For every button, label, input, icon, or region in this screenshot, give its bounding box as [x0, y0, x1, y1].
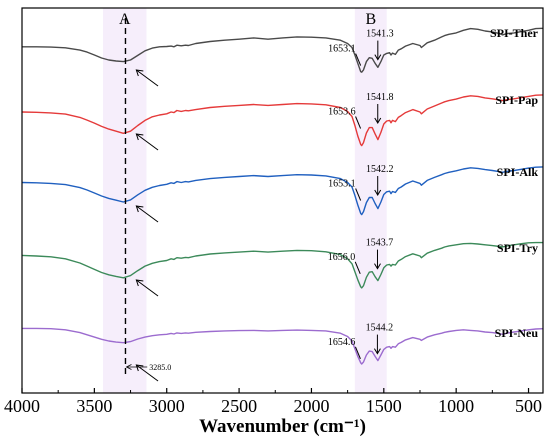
- x-tick-label-3000: 3000: [149, 396, 185, 416]
- peak-label-amide-i: 1656.0: [328, 252, 356, 263]
- annot-arrowhead-3285: [125, 364, 132, 370]
- peak-arrow-amide-i: [354, 261, 361, 274]
- x-tick-label-500: 500: [515, 396, 542, 416]
- band-label-B: B: [365, 11, 376, 28]
- x-tick-label-1000: 1000: [438, 396, 474, 416]
- series-label-spi-alk: SPI-Alk: [497, 165, 539, 179]
- peak-arrowhead-amide-ii: [374, 263, 381, 270]
- peak-label-amide-ii: 1542.2: [366, 164, 394, 175]
- peak-label-amide-ii: 1543.7: [366, 238, 394, 249]
- peak-label-amide-ii: 1541.3: [366, 29, 394, 40]
- annot-label-3285: 3285.0: [149, 363, 171, 372]
- band-a-arrowhead: [135, 364, 144, 372]
- peak-label-amide-ii: 1544.2: [366, 323, 394, 334]
- band-a-arrow: [136, 69, 159, 87]
- series-label-spi-neu: SPI-Neu: [495, 326, 539, 340]
- band-a-arrowhead: [135, 133, 144, 141]
- series-label-spi-ther: SPI-Ther: [490, 26, 539, 40]
- series-line-spi-ther: [22, 27, 544, 73]
- band-A: [103, 8, 147, 393]
- band-a-arrowhead: [135, 205, 144, 213]
- peak-arrowhead-amide-ii: [373, 348, 381, 355]
- band-a-arrowhead: [135, 279, 144, 287]
- x-tick-label-2000: 2000: [293, 396, 329, 416]
- peak-arrowhead-amide-ii: [374, 117, 382, 124]
- peak-arrow-amide-i: [354, 346, 361, 359]
- x-axis: 4000 3500 3000 2500 2000 1500 1000 500: [4, 388, 542, 416]
- plot-frame: [21, 7, 544, 394]
- series-line-spi-pap: [21, 94, 544, 147]
- band-a-arrow: [136, 279, 159, 297]
- peak-label-amide-i: 1653.1: [328, 44, 356, 55]
- series-line-spi-try: [21, 241, 543, 289]
- series-line-spi-alk: [21, 166, 544, 216]
- series-layer: SPI-Ther 1653.1 1541.3 SPI-Pap 1653.6 1541.8 S…: [21, 26, 544, 382]
- peak-arrowhead-amide-ii: [374, 54, 382, 61]
- series-label-spi-pap: SPI-Pap: [495, 93, 538, 107]
- band-a-arrow: [136, 133, 159, 151]
- x-tick-label-1500: 1500: [366, 396, 402, 416]
- series-label-spi-try: SPI-Try: [497, 241, 538, 255]
- peak-label-amide-ii: 1541.8: [366, 92, 394, 103]
- x-axis-title: Wavenumber (cm⁻¹): [199, 416, 366, 437]
- x-tick-label-4000: 4000: [4, 396, 40, 416]
- annotation-layer: 3285.0: [124, 18, 171, 377]
- x-tick-label-3500: 3500: [76, 396, 112, 416]
- series-line-spi-neu: [22, 327, 544, 365]
- band-a-arrowhead: [135, 69, 144, 77]
- peak-arrowhead-amide-ii: [374, 189, 382, 196]
- peak-arrow-amide-i: [355, 53, 362, 66]
- peak-arrow-amide-i: [355, 116, 362, 129]
- peak-label-amide-i: 1653.6: [328, 107, 356, 118]
- band-a-arrow: [136, 364, 159, 382]
- band-a-arrow: [136, 205, 159, 223]
- x-tick-label-2500: 2500: [221, 396, 257, 416]
- peak-label-amide-i: 1653.1: [328, 179, 356, 190]
- peak-arrow-amide-i: [355, 188, 362, 201]
- peak-label-amide-i: 1654.6: [328, 337, 356, 348]
